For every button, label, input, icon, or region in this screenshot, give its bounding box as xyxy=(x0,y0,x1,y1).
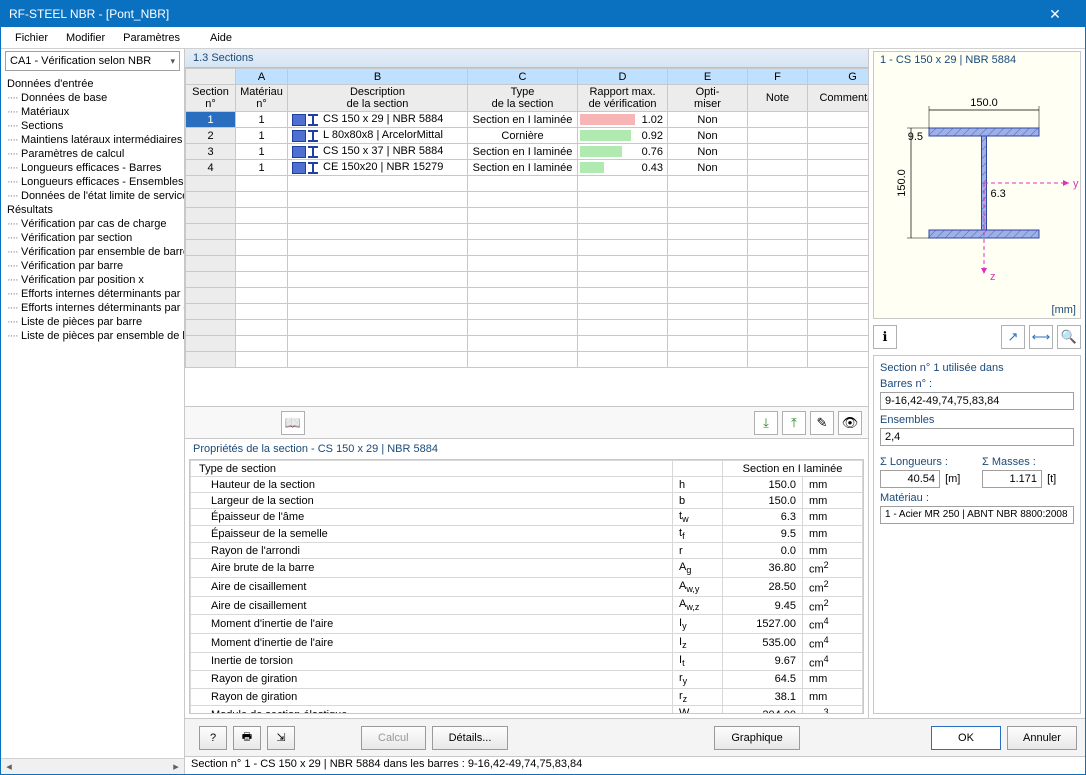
tree-item[interactable]: Vérification par ensemble de barres xyxy=(1,245,184,259)
drawing-toolbar: ℹ ↗ ⟷ 🔍 xyxy=(873,323,1081,351)
properties-title: Propriétés de la section - CS 150 x 29 |… xyxy=(185,439,868,459)
sum-mass-label: Σ Masses : xyxy=(982,456,1074,468)
properties-table[interactable]: Type de sectionSection en I laminéeHaute… xyxy=(190,460,863,714)
pick-icon[interactable]: ✎ xyxy=(810,411,834,435)
window-title: RF-STEEL NBR - [Pont_NBR] xyxy=(9,7,1033,21)
barres-label: Barres n° : xyxy=(880,378,1074,390)
sections-title: 1.3 Sections xyxy=(185,49,868,68)
cross-section-svg: 150.0 150.0 9.5 6.3 y z xyxy=(884,78,1080,308)
graphique-button[interactable]: Graphique xyxy=(714,726,799,750)
excel-import-icon[interactable]: ⤒ xyxy=(782,411,806,435)
excel-export-icon[interactable]: ⤓ xyxy=(754,411,778,435)
case-combo[interactable]: CA1 - Vérification selon NBR ▾ xyxy=(5,51,180,71)
material-label: Matériau : xyxy=(880,492,1074,504)
usage-title: Section n° 1 utilisée dans xyxy=(880,362,1074,374)
right-pane: 1 - CS 150 x 29 | NBR 5884 150.0 150.0 9.5… xyxy=(869,49,1085,718)
svg-text:150.0: 150.0 xyxy=(970,97,998,109)
tree-item[interactable]: Longueurs efficaces - Ensembles xyxy=(1,175,184,189)
row-number[interactable]: 2 xyxy=(186,128,236,144)
case-combo-value: CA1 - Vérification selon NBR xyxy=(10,55,151,67)
row-number[interactable]: 3 xyxy=(186,144,236,160)
material-field: 1 - Acier MR 250 | ABNT NBR 8800:2008 xyxy=(880,506,1074,524)
close-icon[interactable]: ✕ xyxy=(1033,6,1077,23)
row-number[interactable]: 1 xyxy=(186,112,236,128)
info-icon[interactable]: ℹ xyxy=(873,325,897,349)
tree-item[interactable]: Paramètres de calcul xyxy=(1,147,184,161)
tree-item[interactable]: Sections xyxy=(1,119,184,133)
eye-icon[interactable]: 👁 xyxy=(838,411,862,435)
tree-item[interactable]: Vérification par cas de charge xyxy=(1,217,184,231)
print-button[interactable]: 🖶 xyxy=(233,726,261,750)
scroll-right-icon[interactable]: ▸ xyxy=(168,760,184,773)
cross-section-drawing: 1 - CS 150 x 29 | NBR 5884 150.0 150.0 9.5… xyxy=(873,51,1081,319)
bottom-bar: ? 🖶 ⇲ Calcul Détails... Graphique OK Ann… xyxy=(185,718,1085,756)
sum-len-unit: [m] xyxy=(945,473,960,485)
main-top: 1.3 Sections ABCDEFGSectionn°Matériaun°D… xyxy=(185,49,1085,718)
svg-text:6.3: 6.3 xyxy=(991,188,1006,200)
help-button[interactable]: ? xyxy=(199,726,227,750)
status-bar: Section n° 1 - CS 150 x 29 | NBR 5884 da… xyxy=(185,756,1085,774)
menu-fichier[interactable]: Fichier xyxy=(7,30,56,46)
sidebar-scrollbar[interactable]: ◂ ▸ xyxy=(1,758,184,774)
titlebar: RF-STEEL NBR - [Pont_NBR] ✕ xyxy=(1,1,1085,27)
tree-item[interactable]: Vérification par position x xyxy=(1,273,184,287)
library-icon[interactable]: 📖 xyxy=(281,411,305,435)
tree-item[interactable]: Vérification par barre xyxy=(1,259,184,273)
tree-item[interactable]: Efforts internes déterminants par barre xyxy=(1,287,184,301)
svg-text:150.0: 150.0 xyxy=(896,169,908,197)
tree-item[interactable]: Données de base xyxy=(1,91,184,105)
properties-pane: Propriétés de la section - CS 150 x 29 |… xyxy=(185,438,868,718)
section-usage-box: Section n° 1 utilisée dans Barres n° : 9… xyxy=(873,355,1081,714)
scroll-left-icon[interactable]: ◂ xyxy=(1,760,17,773)
menu-modifier[interactable]: Modifier xyxy=(58,30,113,46)
barres-field[interactable]: 9-16,42-49,74,75,83,84 xyxy=(880,392,1074,410)
app-window: RF-STEEL NBR - [Pont_NBR] ✕ Fichier Modi… xyxy=(0,0,1086,775)
ensembles-field[interactable]: 2,4 xyxy=(880,428,1074,446)
tree-item[interactable]: Données de l'état limite de service xyxy=(1,189,184,203)
tree-item[interactable]: Maintiens latéraux intermédiaires xyxy=(1,133,184,147)
export-button[interactable]: ⇲ xyxy=(267,726,295,750)
tree-item[interactable]: Liste de pièces par barre xyxy=(1,315,184,329)
chevron-down-icon: ▾ xyxy=(170,56,175,67)
sidebar: CA1 - Vérification selon NBR ▾ Données d… xyxy=(1,49,185,774)
menu-parametres[interactable]: Paramètres xyxy=(115,30,188,46)
sections-pane: 1.3 Sections ABCDEFGSectionn°Matériaun°D… xyxy=(185,49,869,718)
ok-button[interactable]: OK xyxy=(931,726,1001,750)
tree-item[interactable]: Liste de pièces par ensemble de barres xyxy=(1,329,184,343)
dim-icon[interactable]: ⟷ xyxy=(1029,325,1053,349)
svg-text:z: z xyxy=(990,271,996,283)
sections-grid[interactable]: ABCDEFGSectionn°Matériaun°Descriptionde … xyxy=(185,68,868,368)
drawing-unit: [mm] xyxy=(1052,304,1076,316)
menu-aide[interactable]: Aide xyxy=(202,30,240,46)
svg-text:9.5: 9.5 xyxy=(908,131,923,143)
row-number[interactable]: 4 xyxy=(186,160,236,176)
sum-len-label: Σ Longueurs : xyxy=(880,456,972,468)
sum-mass-unit: [t] xyxy=(1047,473,1056,485)
zoom-icon[interactable]: 🔍 xyxy=(1057,325,1081,349)
grid-toolbar: 📖 ⤓ ⤒ ✎ 👁 xyxy=(185,406,868,438)
sum-mass-field: 1.171 xyxy=(982,470,1042,488)
drawing-title: 1 - CS 150 x 29 | NBR 5884 xyxy=(880,54,1016,66)
tree-item[interactable]: Matériaux xyxy=(1,105,184,119)
svg-text:y: y xyxy=(1073,178,1079,190)
tree-item[interactable]: Longueurs efficaces - Barres xyxy=(1,161,184,175)
ensembles-label: Ensembles xyxy=(880,414,1074,426)
calcul-button[interactable]: Calcul xyxy=(361,726,426,750)
annuler-button[interactable]: Annuler xyxy=(1007,726,1077,750)
nav-tree: Données d'entréeDonnées de baseMatériaux… xyxy=(1,75,184,758)
menubar: Fichier Modifier Paramètres Aide xyxy=(1,27,1085,49)
tree-item[interactable]: Vérification par section xyxy=(1,231,184,245)
sum-len-field: 40.54 xyxy=(880,470,940,488)
tree-item[interactable]: Efforts internes déterminants par ensemb… xyxy=(1,301,184,315)
tree-header[interactable]: Résultats xyxy=(1,203,184,217)
tree-header[interactable]: Données d'entrée xyxy=(1,77,184,91)
sections-grid-wrap: ABCDEFGSectionn°Matériaun°Descriptionde … xyxy=(185,68,868,406)
body: CA1 - Vérification selon NBR ▾ Données d… xyxy=(1,49,1085,774)
main: 1.3 Sections ABCDEFGSectionn°Matériaun°D… xyxy=(185,49,1085,774)
axes-icon[interactable]: ↗ xyxy=(1001,325,1025,349)
details-button[interactable]: Détails... xyxy=(432,726,509,750)
